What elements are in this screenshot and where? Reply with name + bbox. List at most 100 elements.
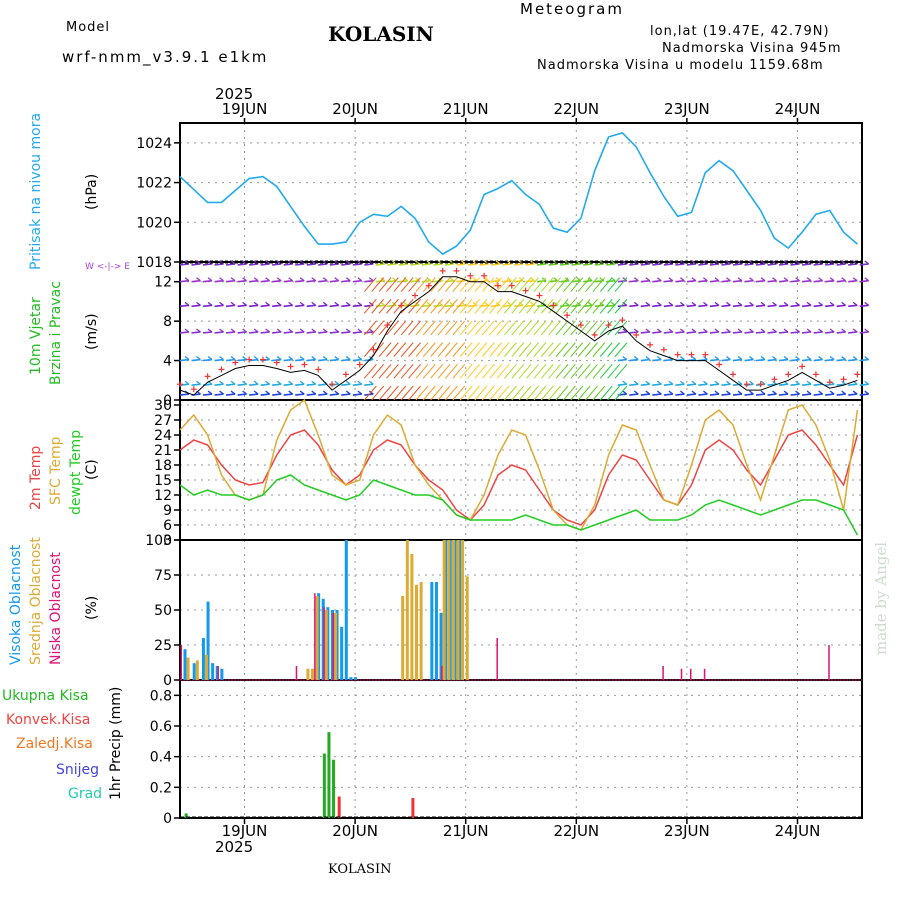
wind-barb xyxy=(518,342,532,357)
wind-arrow-head xyxy=(806,328,812,333)
wind-arrow xyxy=(836,331,846,334)
wind-arrow-head xyxy=(806,356,812,361)
wind-arrow-head xyxy=(818,390,824,395)
wind-barb xyxy=(378,342,392,357)
wind-arrow xyxy=(640,279,650,283)
wind-arrow-head xyxy=(461,260,466,265)
wind-arrow-head xyxy=(334,356,340,361)
wind-barb xyxy=(430,298,444,314)
wind-arrow-head xyxy=(345,260,351,265)
wind-arrow-head xyxy=(737,356,743,361)
wind-barb xyxy=(452,320,466,336)
wind-arrow xyxy=(421,279,432,283)
wind-arrow-head xyxy=(760,260,766,265)
wind-arrow xyxy=(283,331,293,334)
wind-arrow-head xyxy=(841,260,847,265)
wind-arrow-head xyxy=(380,301,386,306)
wind-arrow-head xyxy=(276,301,282,306)
wind-arrow xyxy=(249,331,259,334)
wind-arrow xyxy=(387,263,397,266)
wind-barb xyxy=(585,363,598,379)
wind-arrow xyxy=(848,263,858,266)
wind-arrow-head xyxy=(691,328,697,333)
wind-arrow xyxy=(629,304,639,308)
wind-arrow-head xyxy=(864,260,870,265)
wind-arrow-head xyxy=(311,390,317,395)
y-tick-label: 8 xyxy=(163,314,172,330)
wind-barb xyxy=(437,385,451,401)
wind-arrow-head xyxy=(357,356,363,361)
cloud-bar-mid xyxy=(456,540,460,680)
wind-barb xyxy=(570,342,584,357)
wind-barb xyxy=(371,385,385,401)
x-tick-label-top: 21JUN xyxy=(443,100,489,118)
y-tick-label: 24 xyxy=(154,428,172,444)
wind-arrow xyxy=(295,331,305,334)
wind-arrow-head xyxy=(633,328,639,333)
wind-barb xyxy=(467,385,480,401)
y-tick-label: 30 xyxy=(154,398,172,414)
wind-barb xyxy=(526,342,539,357)
wind-arrow-head xyxy=(334,380,340,385)
y-tick-label: 50 xyxy=(154,603,172,619)
panel-frame xyxy=(179,399,863,541)
wind-arrow xyxy=(848,358,858,362)
wind-arrow xyxy=(617,279,627,283)
cloud-bar-low xyxy=(662,666,664,680)
wind-arrow-head xyxy=(772,301,777,306)
cloud-bar-mid xyxy=(451,540,455,680)
wind-barb xyxy=(504,298,517,314)
wind-arrow-head xyxy=(783,277,789,282)
wind-arrow xyxy=(364,383,374,387)
credit-text: made by Angel xyxy=(872,541,890,655)
wind-arrow-head xyxy=(714,301,720,306)
wind-arrow-head xyxy=(230,390,236,395)
temp-dew-line xyxy=(179,474,859,536)
wind-barb xyxy=(526,363,539,379)
wind-arrow-head xyxy=(679,301,685,306)
cloud-bar-high xyxy=(354,677,357,680)
precip-bar-total xyxy=(322,753,326,818)
wind-arrow-head xyxy=(714,328,720,333)
wind-barb xyxy=(467,342,480,357)
wind-barb xyxy=(467,298,480,314)
wind-arrow xyxy=(721,331,731,334)
wind-barb xyxy=(430,385,444,401)
wind-arrow xyxy=(329,279,339,283)
wind-arrow xyxy=(398,279,408,283)
wind-barb xyxy=(445,363,458,379)
wind-barb xyxy=(496,385,510,401)
wind-arrow xyxy=(318,383,328,387)
wind-arrow xyxy=(214,358,224,362)
wind-arrow-head xyxy=(841,390,847,395)
cloud-bar-high xyxy=(183,649,187,680)
wind-arrow-head xyxy=(645,260,651,265)
wind-arrow xyxy=(191,358,201,362)
wind-barb xyxy=(526,320,539,336)
wind-arrow-head xyxy=(841,328,847,333)
wind-arrow xyxy=(744,263,754,266)
cloud-bar-mid xyxy=(315,596,319,680)
wind-barb xyxy=(393,363,407,379)
wind-barb xyxy=(452,385,466,401)
wind-arrow xyxy=(606,279,616,283)
wind-arrow-head xyxy=(656,390,662,395)
wind-barb xyxy=(393,320,407,336)
wind-ylabel-1: 10m Vjetar xyxy=(28,297,44,375)
wind-arrow xyxy=(825,331,835,334)
wind-arrow xyxy=(191,263,201,266)
cloud-bar-mid xyxy=(465,576,469,680)
wind-arrow-head xyxy=(749,356,754,361)
wind-arrow-head xyxy=(265,301,271,306)
wind-arrow-head xyxy=(207,390,213,395)
wind-barb xyxy=(408,277,421,292)
wind-arrow-head xyxy=(841,356,847,361)
wind-arrow-head xyxy=(518,277,524,282)
precip-legend-snow: Snijeg xyxy=(56,762,100,778)
wind-arrow xyxy=(732,393,743,396)
wind-arrow xyxy=(848,304,858,308)
wind-arrow xyxy=(778,304,789,308)
wind-barb xyxy=(548,385,562,401)
precip-legend-freez: Zaledj.Kisa xyxy=(16,736,93,752)
wind-arrow xyxy=(295,304,305,308)
